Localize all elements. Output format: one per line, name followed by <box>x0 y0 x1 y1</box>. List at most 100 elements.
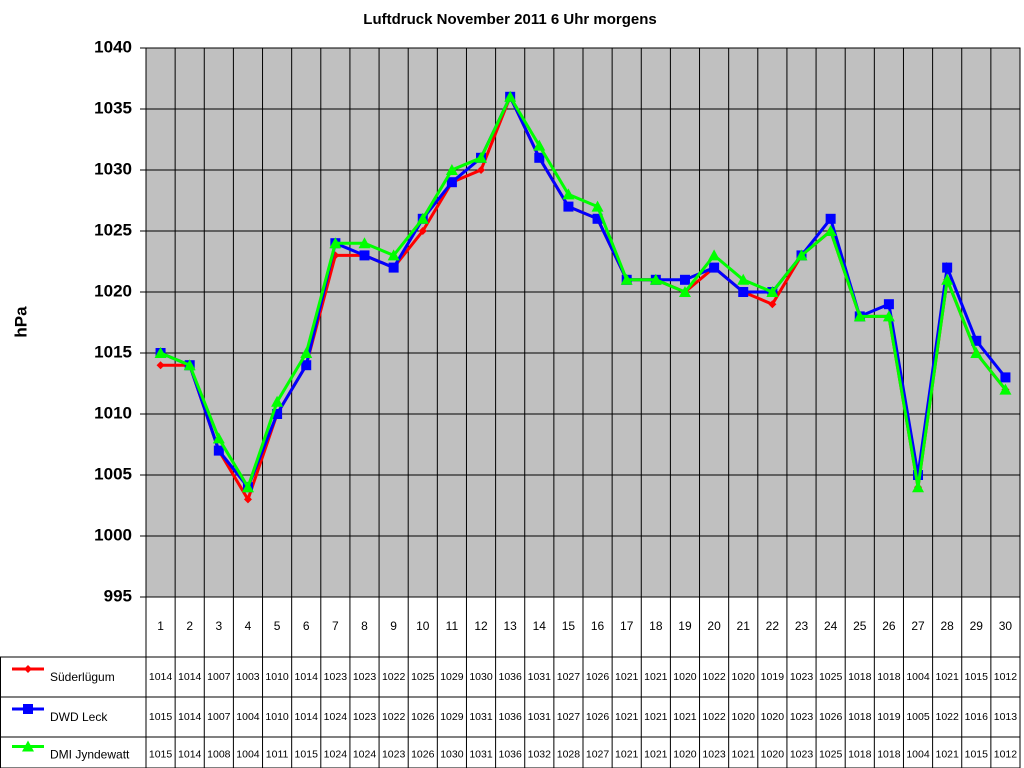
x-tick-label: 1 <box>157 619 164 633</box>
x-tick-label: 25 <box>853 619 867 633</box>
legend-label: DMI Jyndewatt <box>50 748 130 762</box>
marker <box>678 286 691 297</box>
marker <box>534 152 545 163</box>
x-tick-label: 5 <box>274 619 281 633</box>
table-value: 1031 <box>469 748 493 760</box>
table-value: 1021 <box>644 711 668 723</box>
table-value: 1027 <box>557 671 581 683</box>
table-value: 1021 <box>732 748 756 760</box>
marker <box>475 151 488 163</box>
table-value: 1020 <box>673 671 697 683</box>
marker <box>387 249 400 261</box>
table-value: 1015 <box>149 748 173 760</box>
x-tick-label: 21 <box>737 619 751 633</box>
x-tick-label: 24 <box>824 619 838 633</box>
x-tick-label: 27 <box>911 619 925 633</box>
table-value: 1014 <box>178 671 202 683</box>
table-value: 1014 <box>178 748 202 760</box>
marker <box>679 274 690 285</box>
marker <box>883 299 894 310</box>
marker <box>22 740 34 752</box>
marker <box>271 395 284 407</box>
marker <box>970 347 983 358</box>
y-tick-label: 1035 <box>94 98 132 117</box>
marker <box>504 90 517 102</box>
y-tick-label: 995 <box>104 586 132 605</box>
y-axis-label: hPa <box>11 306 30 338</box>
table-value: 1036 <box>498 711 522 723</box>
table-value: 1019 <box>877 711 901 723</box>
table-value: 1013 <box>994 711 1018 723</box>
table-value: 1004 <box>236 748 260 760</box>
table-value: 1026 <box>411 711 435 723</box>
table-value: 1029 <box>440 711 464 723</box>
y-tick-label: 1030 <box>94 159 132 178</box>
table-value: 1021 <box>615 671 639 683</box>
table-value: 1025 <box>819 671 843 683</box>
x-tick-label: 11 <box>446 619 459 633</box>
table-value: 1011 <box>266 748 289 760</box>
table-value: 1012 <box>994 671 1018 683</box>
chart-title: Luftdruck November 2011 6 Uhr morgens <box>363 11 656 28</box>
marker <box>183 359 196 371</box>
table-value: 1021 <box>615 711 639 723</box>
y-tick-label: 1015 <box>94 342 132 361</box>
marker <box>416 212 429 224</box>
x-tick-label: 15 <box>562 619 576 633</box>
table-value: 1015 <box>965 671 989 683</box>
table-value: 1003 <box>236 671 260 683</box>
x-tick-label: 14 <box>533 619 547 633</box>
table-value: 1026 <box>411 748 435 760</box>
x-tick-label: 8 <box>361 619 368 633</box>
table-value: 1020 <box>761 748 785 760</box>
y-tick-label: 1000 <box>94 525 132 544</box>
table-value: 1007 <box>207 711 231 723</box>
marker <box>329 237 342 249</box>
marker <box>533 139 546 151</box>
marker <box>912 481 925 493</box>
marker <box>999 383 1012 395</box>
table-value: 1022 <box>935 711 959 723</box>
marker <box>971 335 982 346</box>
table-value: 1023 <box>790 748 814 760</box>
table-value: 1020 <box>761 711 785 723</box>
table-value: 1026 <box>586 671 610 683</box>
table-value: 1012 <box>994 748 1018 760</box>
table-value: 1022 <box>382 711 406 723</box>
table-value: 1007 <box>207 671 231 683</box>
y-tick-label: 1020 <box>94 281 132 300</box>
table-value: 1020 <box>732 671 756 683</box>
x-tick-label: 10 <box>416 619 430 633</box>
marker <box>358 237 371 249</box>
marker <box>23 704 33 714</box>
table-value: 1022 <box>382 671 406 683</box>
table-value: 1010 <box>265 711 289 723</box>
x-tick-label: 17 <box>620 619 634 633</box>
marker <box>737 273 750 285</box>
x-tick-label: 26 <box>882 619 896 633</box>
table-value: 1004 <box>236 711 260 723</box>
table-value: 1031 <box>528 711 552 723</box>
table-value: 1015 <box>965 748 989 760</box>
table-value: 1030 <box>469 671 493 683</box>
marker <box>388 262 399 273</box>
legend-label: DWD Leck <box>50 710 108 724</box>
table-value: 1014 <box>295 711 319 723</box>
table-value: 1027 <box>557 711 581 723</box>
marker <box>241 481 254 493</box>
table-value: 1019 <box>761 671 785 683</box>
x-tick-label: 9 <box>390 619 397 633</box>
table-value: 1026 <box>819 711 843 723</box>
x-tick-label: 19 <box>678 619 692 633</box>
marker <box>213 445 224 456</box>
marker <box>359 250 370 261</box>
table-value: 1029 <box>440 671 464 683</box>
marker <box>24 665 32 673</box>
table-value: 1018 <box>848 748 872 760</box>
marker <box>913 470 924 480</box>
marker <box>154 347 167 358</box>
table-value: 1023 <box>382 748 406 760</box>
table-value: 1023 <box>702 748 726 760</box>
y-tick-label: 1005 <box>94 464 132 483</box>
